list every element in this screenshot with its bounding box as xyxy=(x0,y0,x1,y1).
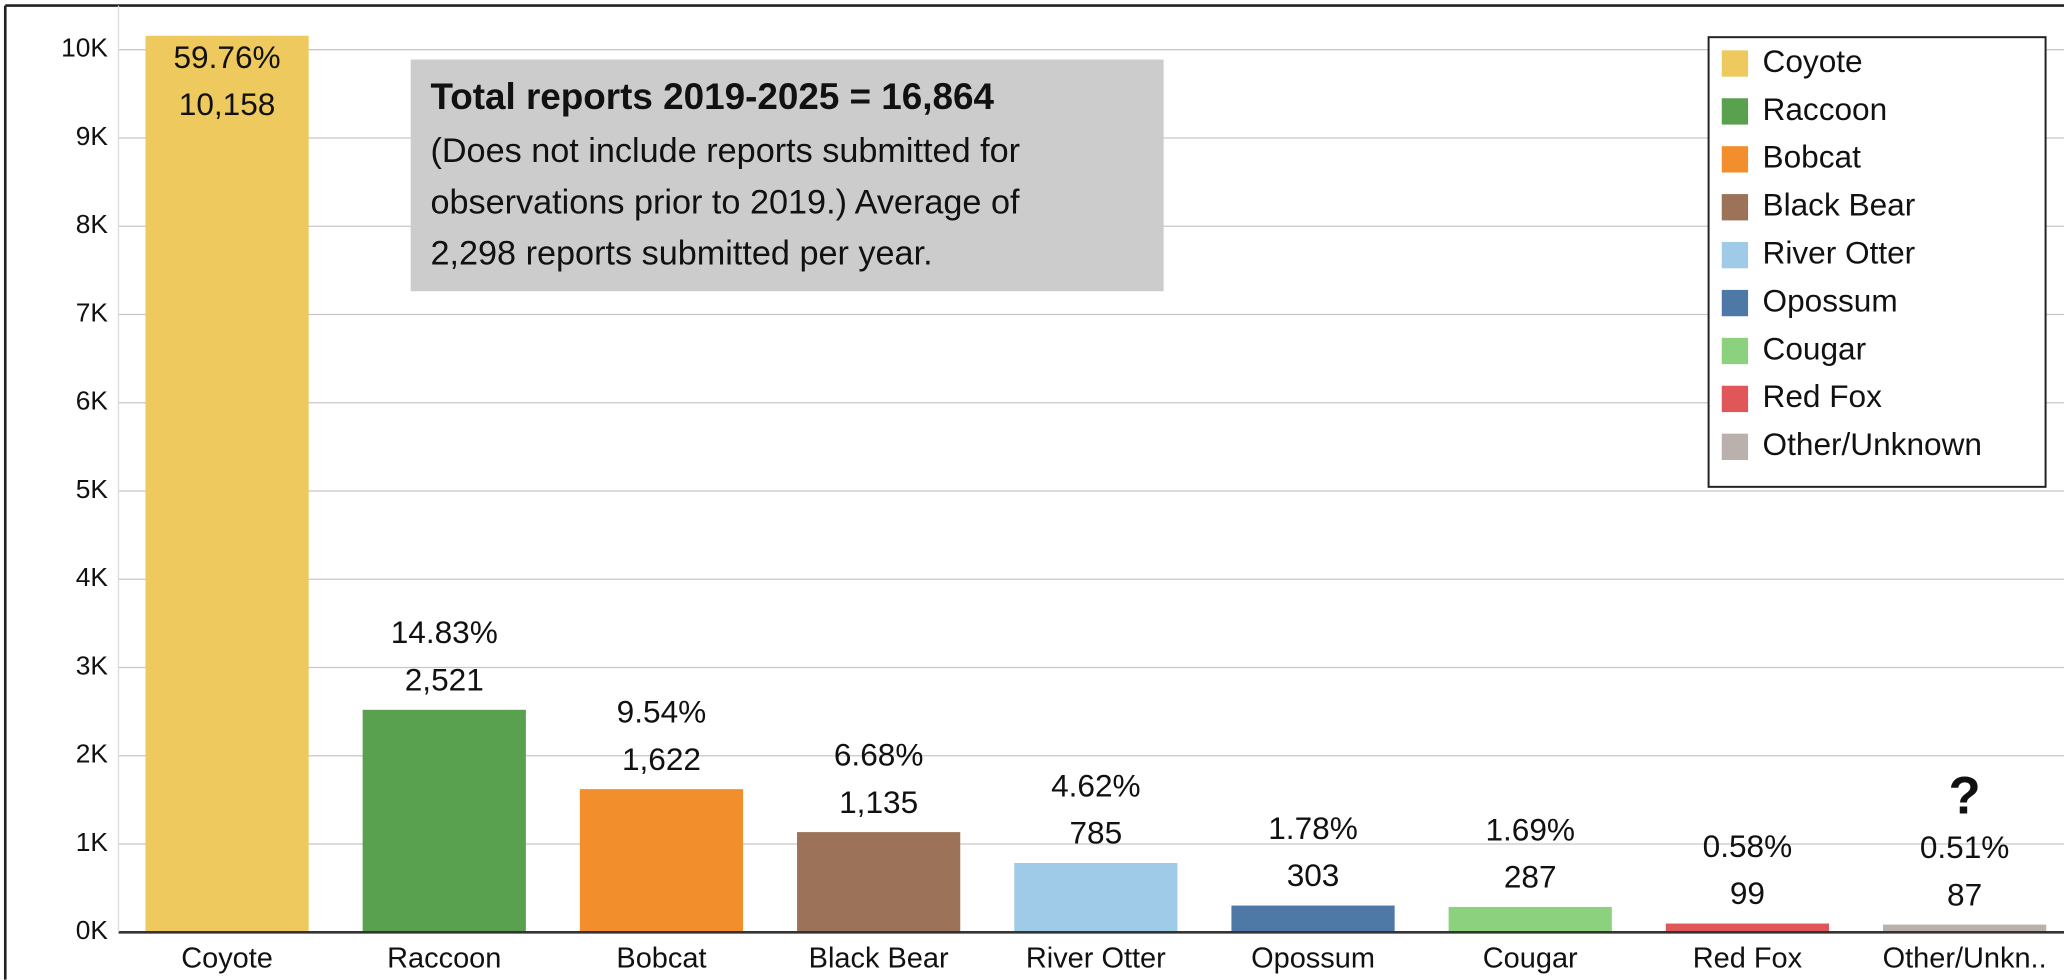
legend-label: River Otter xyxy=(1763,235,1916,271)
x-tick-label: Coyote xyxy=(181,943,273,975)
bars: Coyote 59.76% 10,158 Raccoon 14.83% 2,521 Bobc… xyxy=(145,35,2047,975)
legend-label: Red Fox xyxy=(1763,378,1883,414)
bar xyxy=(362,709,526,933)
legend-label: Raccoon xyxy=(1763,91,1888,127)
y-tick-label: 9K xyxy=(76,121,109,151)
share-label: 59.76% xyxy=(174,39,281,75)
y-tick-label: 10K xyxy=(61,33,108,63)
legend-box xyxy=(1707,36,2047,488)
bar xyxy=(1448,906,1612,933)
legend: Coyote Raccoon Bobcat Black Bear River Otter… xyxy=(1707,36,2047,488)
x-tick-label: Opossum xyxy=(1251,943,1375,975)
legend-label: Bobcat xyxy=(1763,139,1862,175)
bar xyxy=(1231,905,1395,933)
x-tick-label: River Otter xyxy=(1026,943,1166,975)
annotation-title: Total reports 2019-2025 = 16,864 xyxy=(430,76,994,117)
legend-swatch xyxy=(1721,242,1749,269)
annotation-line: 2,298 reports submitted per year. xyxy=(430,235,932,273)
bar xyxy=(1014,863,1178,933)
legend-label: Black Bear xyxy=(1763,187,1916,223)
x-tick-label: Cougar xyxy=(1483,943,1578,975)
value-label: 87 xyxy=(1947,876,1982,912)
bar xyxy=(1883,924,2047,933)
bar xyxy=(579,789,744,933)
x-tick-label: Other/Unkn.. xyxy=(1883,943,2047,975)
share-label: 1.69% xyxy=(1485,811,1575,847)
legend-swatch xyxy=(1721,98,1749,125)
value-label: 1,622 xyxy=(622,741,701,777)
y-tick-label: 6K xyxy=(76,386,109,416)
legend-swatch xyxy=(1721,385,1749,413)
y-tick-label: 2K xyxy=(76,739,109,769)
annotation-line: observations prior to 2019.) Average of xyxy=(430,183,1020,221)
annotation-line: (Does not include reports submitted for xyxy=(430,132,1020,170)
value-label: 2,521 xyxy=(405,661,484,697)
value-label: 1,135 xyxy=(839,784,918,820)
y-tick-label: 4K xyxy=(76,562,109,592)
bar xyxy=(797,832,961,933)
legend-swatch xyxy=(1721,194,1749,221)
share-label: 4.62% xyxy=(1051,767,1141,803)
legend-swatch xyxy=(1721,289,1749,317)
legend-swatch xyxy=(1721,146,1749,173)
icon-label: ? xyxy=(1949,766,1981,825)
share-label: 6.68% xyxy=(834,736,924,772)
bar xyxy=(1665,923,1830,933)
y-tick-label: 5K xyxy=(76,474,109,504)
legend-label: Coyote xyxy=(1763,43,1863,79)
share-label: 1.78% xyxy=(1268,810,1358,846)
y-tick-label: 0K xyxy=(76,915,109,945)
share-label: 0.58% xyxy=(1703,828,1793,864)
value-label: 303 xyxy=(1287,857,1340,893)
share-label: 14.83% xyxy=(391,614,498,650)
y-tick-label: 3K xyxy=(76,650,109,680)
value-label: 785 xyxy=(1069,815,1122,851)
legend-label: Opossum xyxy=(1763,282,1898,318)
legend-label: Other/Unknown xyxy=(1763,426,1982,462)
x-tick-label: Black Bear xyxy=(809,943,949,975)
y-tick-label: 7K xyxy=(76,297,109,327)
share-label: 9.54% xyxy=(617,693,707,729)
legend-swatch xyxy=(1721,433,1749,460)
x-tick-label: Red Fox xyxy=(1693,943,1803,975)
legend-swatch xyxy=(1721,337,1749,365)
annotation: Total reports 2019-2025 = 16,864 (Does n… xyxy=(410,59,1164,292)
bar xyxy=(145,35,309,933)
value-label: 10,158 xyxy=(179,86,276,122)
legend-swatch xyxy=(1721,50,1749,77)
legend-label: Cougar xyxy=(1763,330,1867,366)
y-tick-label: 1K xyxy=(76,827,109,857)
value-label: 99 xyxy=(1730,875,1765,911)
share-label: 0.51% xyxy=(1920,829,2010,865)
annotation-box xyxy=(410,59,1164,292)
x-tick-label: Raccoon xyxy=(387,943,501,975)
value-label: 287 xyxy=(1504,859,1557,895)
y-tick-label: 8K xyxy=(76,209,109,239)
x-tick-label: Bobcat xyxy=(616,943,706,975)
